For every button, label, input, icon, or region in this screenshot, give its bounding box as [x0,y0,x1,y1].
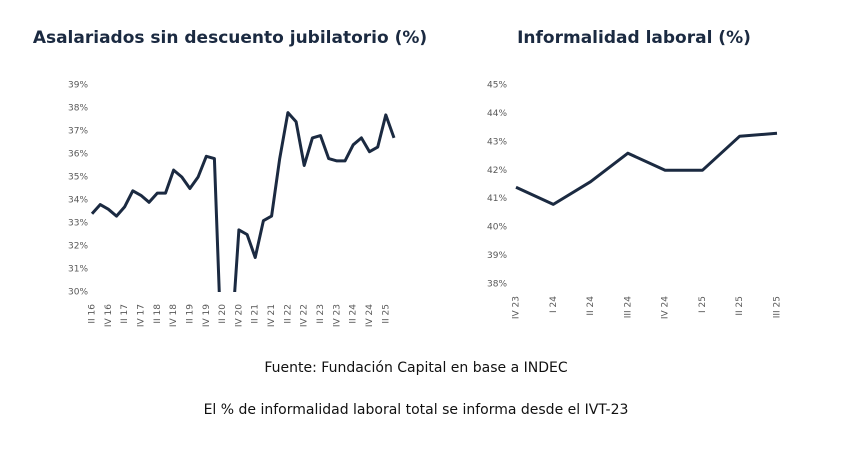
y-tick-label: 31% [68,265,88,275]
x-tick-label: II 23 [316,304,326,324]
x-tick-label: II 18 [153,304,163,324]
x-tick-label: IV 19 [202,304,212,327]
y-tick-label: 44% [487,109,507,119]
x-tick-label: III 24 [623,296,633,319]
y-tick-label: 36% [68,150,88,160]
x-tick-label: IV 16 [104,304,114,327]
y-tick-label: 45% [487,81,507,91]
chart-title: Informalidad laboral (%) [517,28,751,48]
y-tick-label: 42% [487,166,507,176]
x-tick-label: IV 21 [267,304,277,327]
y-tick-label: 35% [68,173,88,183]
x-tick-label: IV 23 [332,304,342,327]
x-tick-label: II 16 [88,304,98,324]
x-tick-label: II 22 [283,304,293,324]
y-tick-label: 40% [487,223,507,233]
x-tick-label: IV 17 [136,304,146,327]
chart-title: Asalariados sin descuento jubilatorio (%… [33,28,427,48]
x-tick-label: II 17 [120,304,130,324]
y-tick-label: 38% [68,104,88,114]
y-tick-label: 33% [68,219,88,229]
x-tick-label: II 19 [185,304,195,324]
x-tick-label: II 21 [251,304,261,324]
x-tick-label: II 24 [349,304,359,324]
x-tick-label: II 25 [735,296,745,316]
y-tick-label: 34% [68,196,88,206]
x-tick-label: II 25 [381,304,391,324]
x-tick-label: IV 18 [169,304,179,327]
y-tick-label: 41% [487,194,507,204]
y-tick-label: 37% [68,127,88,137]
x-tick-label: III 25 [773,296,783,318]
x-tick-label: II 20 [218,304,228,324]
y-tick-label: 39% [68,81,88,91]
y-tick-label: 43% [487,137,507,147]
y-tick-label: 30% [68,288,88,298]
x-tick-label: I 25 [698,296,708,313]
data-line [515,131,778,206]
x-tick-label: IV 24 [365,304,375,327]
x-tick-label: IV 24 [661,296,671,319]
y-tick-label: 39% [487,251,507,261]
source: Fuente: Fundación Capital en base a INDE… [264,360,567,376]
data-line [90,111,396,292]
x-tick-label: II 24 [586,296,596,316]
y-tick-label: 32% [68,242,88,252]
x-tick-label: I 24 [549,296,559,313]
x-tick-label: IV 20 [234,304,244,327]
x-tick-label: IV 23 [512,296,522,319]
note: El % de informalidad laboral total se in… [204,402,629,418]
x-tick-label: IV 22 [300,304,310,327]
y-tick-label: 38% [487,280,507,290]
